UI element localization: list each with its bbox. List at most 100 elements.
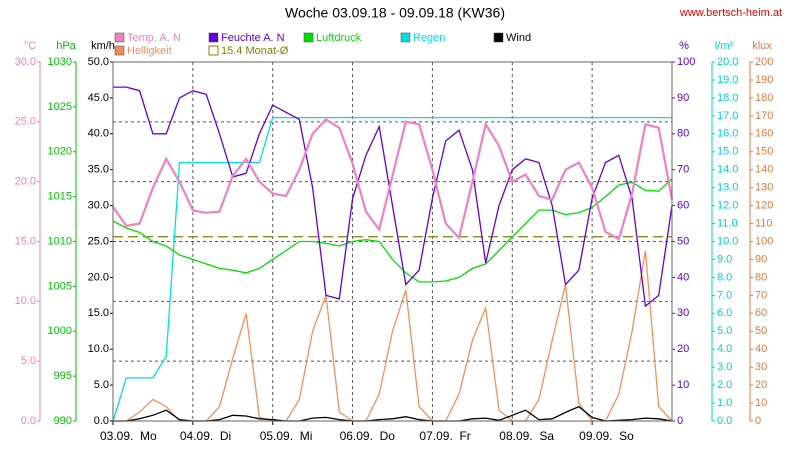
y-tick-label: 10.0 <box>15 295 36 307</box>
y-tick-label: 180 <box>755 92 773 104</box>
y-tick-label: 40.0 <box>88 128 109 140</box>
y-tick-label: 40 <box>677 271 689 283</box>
y-tick-label: 0.0 <box>21 415 36 427</box>
y-tick-label: 25.0 <box>88 235 109 247</box>
axis-unit: % <box>679 40 689 52</box>
legend-label: Feuchte A. N <box>221 32 285 44</box>
y-tick-label: 1000 <box>48 325 72 337</box>
y-tick-label: 20.0 <box>717 56 738 68</box>
y-tick-label: 0.0 <box>717 415 732 427</box>
y-tick-label: 90 <box>677 92 689 104</box>
y-tick-label: 110 <box>755 217 773 229</box>
axis-unit: l/m² <box>715 40 734 52</box>
y-tick-label: 100 <box>677 56 695 68</box>
x-tick-label: 09.09. So <box>579 429 634 443</box>
y-tick-label: 50.0 <box>88 56 109 68</box>
y-tick-label: 50 <box>755 325 767 337</box>
y-tick-label: 45.0 <box>88 92 109 104</box>
y-tick-label: 13.0 <box>717 182 738 194</box>
axis-unit: °C <box>24 40 36 52</box>
y-tick-label: 30 <box>755 361 767 373</box>
x-tick-label: 05.09. Mi <box>260 429 313 443</box>
x-tick-label: 07.09. Fr <box>419 429 470 443</box>
y-tick-label: 80 <box>755 271 767 283</box>
legend-swatch <box>303 32 314 43</box>
y-tick-label: 170 <box>755 110 773 122</box>
y-tick-label: 140 <box>755 164 773 176</box>
y-tick-label: 14.0 <box>717 164 738 176</box>
y-tick-label: 120 <box>755 200 773 212</box>
series-line <box>112 117 674 241</box>
y-tick-label: 6.0 <box>717 307 732 319</box>
y-tick-label: 0.0 <box>94 415 109 427</box>
y-tick-label: 100 <box>755 235 773 247</box>
plot-frame <box>112 61 673 422</box>
y-tick-label: 40 <box>755 343 767 355</box>
legend-label: Luftdruck <box>316 32 362 44</box>
y-tick-label: 130 <box>755 182 773 194</box>
y-tick-label: 90 <box>755 253 767 265</box>
y-tick-label: 160 <box>755 128 773 140</box>
y-tick-label: 60 <box>755 307 767 319</box>
y-tick-label: 18.0 <box>717 92 738 104</box>
y-tick-label: 30 <box>677 307 689 319</box>
legend-label: Wind <box>506 32 531 44</box>
y-tick-label: 1005 <box>48 280 72 292</box>
y-tick-label: 8.0 <box>717 271 732 283</box>
y-tick-label: 35.0 <box>88 164 109 176</box>
y-tick-label: 20.0 <box>15 176 36 188</box>
y-tick-label: 2.0 <box>717 379 732 391</box>
y-tick-label: 3.0 <box>717 361 732 373</box>
y-tick-label: 20 <box>755 379 767 391</box>
y-tick-label: 10 <box>677 379 689 391</box>
x-tick-label: 03.09. Mo <box>100 429 157 443</box>
legend-label: Regen <box>413 32 445 44</box>
y-tick-label: 10 <box>755 397 767 409</box>
legend-label: Helligkeit <box>127 45 172 57</box>
y-tick-label: 4.0 <box>717 343 732 355</box>
legend-swatch <box>400 32 411 43</box>
axis-unit: km/h <box>91 40 115 52</box>
y-tick-label: 15.0 <box>15 235 36 247</box>
legend-swatch <box>114 32 125 43</box>
y-tick-label: 30.0 <box>15 56 36 68</box>
y-tick-label: 60 <box>677 200 689 212</box>
y-tick-label: 0 <box>755 415 761 427</box>
chart-title: Woche 03.09.18 - 09.09.18 (KW36) <box>285 5 505 21</box>
y-tick-label: 20 <box>677 343 689 355</box>
y-tick-label: 1015 <box>48 191 72 203</box>
y-tick-label: 1025 <box>48 101 72 113</box>
y-tick-label: 15.0 <box>717 146 738 158</box>
y-tick-label: 20.0 <box>88 271 109 283</box>
y-tick-label: 1.0 <box>717 397 732 409</box>
y-tick-label: 9.0 <box>717 253 732 265</box>
y-tick-label: 25.0 <box>15 116 36 128</box>
legend-label: 15.4 Monat-Ø <box>221 45 289 57</box>
legend-swatch <box>114 45 125 56</box>
y-tick-label: 0 <box>677 415 683 427</box>
y-tick-label: 12.0 <box>717 200 738 212</box>
y-tick-label: 15.0 <box>88 307 109 319</box>
axis-unit: hPa <box>56 40 76 52</box>
y-tick-label: 150 <box>755 146 773 158</box>
y-tick-label: 5.0 <box>94 379 109 391</box>
y-tick-label: 5.0 <box>21 355 36 367</box>
y-tick-label: 190 <box>755 74 773 86</box>
y-tick-label: 70 <box>677 164 689 176</box>
y-tick-label: 5.0 <box>717 325 732 337</box>
x-tick-label: 06.09. Do <box>340 429 396 443</box>
axis-unit: klux <box>752 40 772 52</box>
y-tick-label: 80 <box>677 128 689 140</box>
x-tick-label: 04.09. Di <box>180 429 231 443</box>
y-tick-label: 7.0 <box>717 289 732 301</box>
x-tick-label: 08.09. Sa <box>499 429 554 443</box>
y-tick-label: 200 <box>755 56 773 68</box>
y-tick-label: 17.0 <box>717 110 738 122</box>
series-line <box>112 178 673 283</box>
y-tick-label: 50 <box>677 235 689 247</box>
y-tick-label: 16.0 <box>717 128 738 140</box>
y-tick-label: 11.0 <box>717 217 738 229</box>
y-tick-label: 1020 <box>48 146 72 158</box>
legend-swatch <box>208 32 219 43</box>
